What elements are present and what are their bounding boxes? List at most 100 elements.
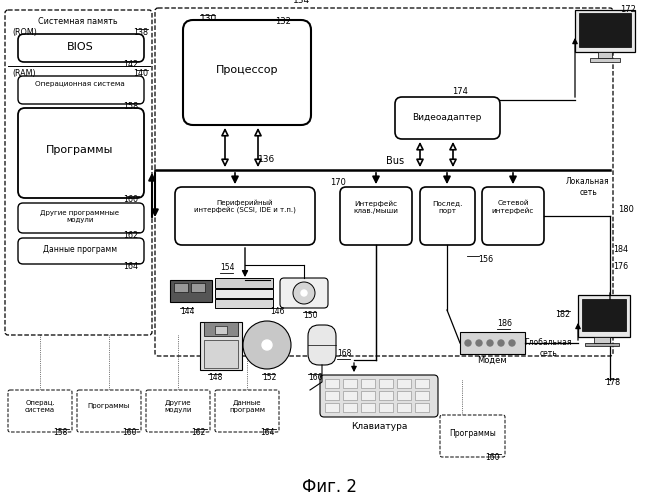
- Bar: [460, 332, 525, 354]
- Text: 180: 180: [618, 205, 634, 214]
- Bar: [578, 295, 630, 337]
- Text: 142: 142: [123, 60, 138, 69]
- FancyBboxPatch shape: [482, 187, 544, 245]
- Bar: [343, 379, 357, 388]
- Text: 146: 146: [270, 307, 284, 316]
- Text: 166: 166: [308, 373, 323, 382]
- Text: 148: 148: [208, 373, 222, 382]
- Bar: [174, 283, 188, 292]
- Text: BIOS: BIOS: [66, 42, 93, 52]
- FancyBboxPatch shape: [395, 97, 500, 139]
- FancyBboxPatch shape: [280, 278, 328, 308]
- FancyBboxPatch shape: [175, 187, 315, 245]
- Circle shape: [301, 290, 307, 296]
- Text: (ROM): (ROM): [12, 28, 37, 37]
- Text: 158: 158: [123, 102, 138, 111]
- Text: (RAM): (RAM): [12, 69, 35, 78]
- Text: Системная память: Системная память: [38, 17, 118, 26]
- Text: 154: 154: [220, 263, 235, 272]
- Text: 150: 150: [303, 311, 317, 320]
- Text: Периферийный
интерфейс (SCSI, IDE и т.п.): Периферийный интерфейс (SCSI, IDE и т.п.…: [194, 200, 296, 214]
- Bar: [397, 391, 411, 400]
- Bar: [343, 403, 357, 412]
- Bar: [590, 58, 620, 62]
- Text: 156: 156: [478, 255, 493, 264]
- Circle shape: [487, 340, 493, 346]
- Text: 160: 160: [123, 195, 138, 204]
- Text: 158: 158: [54, 428, 68, 437]
- Bar: [415, 391, 429, 400]
- Text: Локальная
сеть: Локальная сеть: [566, 178, 610, 197]
- Bar: [325, 403, 339, 412]
- Bar: [204, 340, 238, 368]
- Text: 130: 130: [200, 14, 217, 23]
- Text: Операц.
система: Операц. система: [25, 400, 55, 412]
- Text: 162: 162: [192, 428, 206, 437]
- Text: Модем: Модем: [477, 356, 507, 365]
- FancyBboxPatch shape: [183, 20, 311, 125]
- Text: 138: 138: [133, 28, 148, 37]
- FancyBboxPatch shape: [320, 375, 438, 417]
- Text: Программы: Программы: [46, 145, 114, 155]
- FancyBboxPatch shape: [18, 203, 144, 233]
- Text: Данные
программ: Данные программ: [229, 400, 265, 412]
- Text: 132: 132: [275, 17, 291, 26]
- Text: Послед.
порт: Послед. порт: [432, 200, 462, 213]
- Bar: [361, 391, 375, 400]
- Text: 164: 164: [123, 262, 138, 271]
- Text: Интерфейс
клав./мыши: Интерфейс клав./мыши: [353, 200, 399, 214]
- Bar: [215, 289, 273, 298]
- Text: Процессор: Процессор: [215, 65, 279, 75]
- Text: Клавиатура: Клавиатура: [351, 422, 407, 431]
- FancyBboxPatch shape: [77, 390, 141, 432]
- Circle shape: [498, 340, 504, 346]
- Bar: [575, 10, 635, 52]
- FancyBboxPatch shape: [18, 238, 144, 264]
- Text: 134: 134: [294, 0, 311, 5]
- Text: 172: 172: [620, 5, 636, 14]
- Text: 140: 140: [133, 69, 148, 78]
- Text: 136: 136: [258, 156, 275, 164]
- Bar: [170, 280, 212, 302]
- Text: 170: 170: [330, 178, 346, 187]
- Bar: [415, 379, 429, 388]
- Text: Другие
модули: Другие модули: [164, 400, 192, 412]
- FancyBboxPatch shape: [308, 325, 336, 365]
- Bar: [579, 13, 631, 47]
- FancyBboxPatch shape: [18, 76, 144, 104]
- Text: Программы: Программы: [88, 403, 130, 409]
- Circle shape: [243, 321, 291, 369]
- FancyBboxPatch shape: [18, 108, 144, 198]
- Bar: [191, 283, 205, 292]
- Circle shape: [509, 340, 515, 346]
- Bar: [200, 322, 242, 370]
- Circle shape: [465, 340, 471, 346]
- FancyBboxPatch shape: [155, 8, 613, 356]
- Text: Bus: Bus: [386, 156, 404, 166]
- Circle shape: [262, 340, 272, 350]
- Text: 182: 182: [555, 310, 570, 319]
- Bar: [215, 326, 227, 334]
- Text: 164: 164: [260, 428, 275, 437]
- Bar: [582, 299, 626, 331]
- Bar: [343, 391, 357, 400]
- Bar: [361, 379, 375, 388]
- FancyBboxPatch shape: [18, 34, 144, 62]
- Text: Программы: Программы: [449, 428, 497, 438]
- Bar: [379, 391, 393, 400]
- Text: Видеоадаптер: Видеоадаптер: [413, 114, 482, 122]
- Bar: [598, 52, 612, 58]
- Text: Сетевой
интерфейс: Сетевой интерфейс: [492, 200, 534, 214]
- Text: 186: 186: [497, 319, 512, 328]
- FancyBboxPatch shape: [146, 390, 210, 432]
- Text: 174: 174: [452, 87, 468, 96]
- Text: Данные программ: Данные программ: [43, 244, 117, 254]
- Text: 162: 162: [123, 231, 138, 240]
- Bar: [215, 299, 273, 308]
- Text: Другие программные
модули: Другие программные модули: [41, 210, 120, 223]
- Text: 160: 160: [122, 428, 137, 437]
- Text: 152: 152: [262, 373, 277, 382]
- Text: 178: 178: [605, 378, 620, 387]
- Text: 160: 160: [486, 453, 500, 462]
- Text: Фиг. 2: Фиг. 2: [302, 478, 357, 496]
